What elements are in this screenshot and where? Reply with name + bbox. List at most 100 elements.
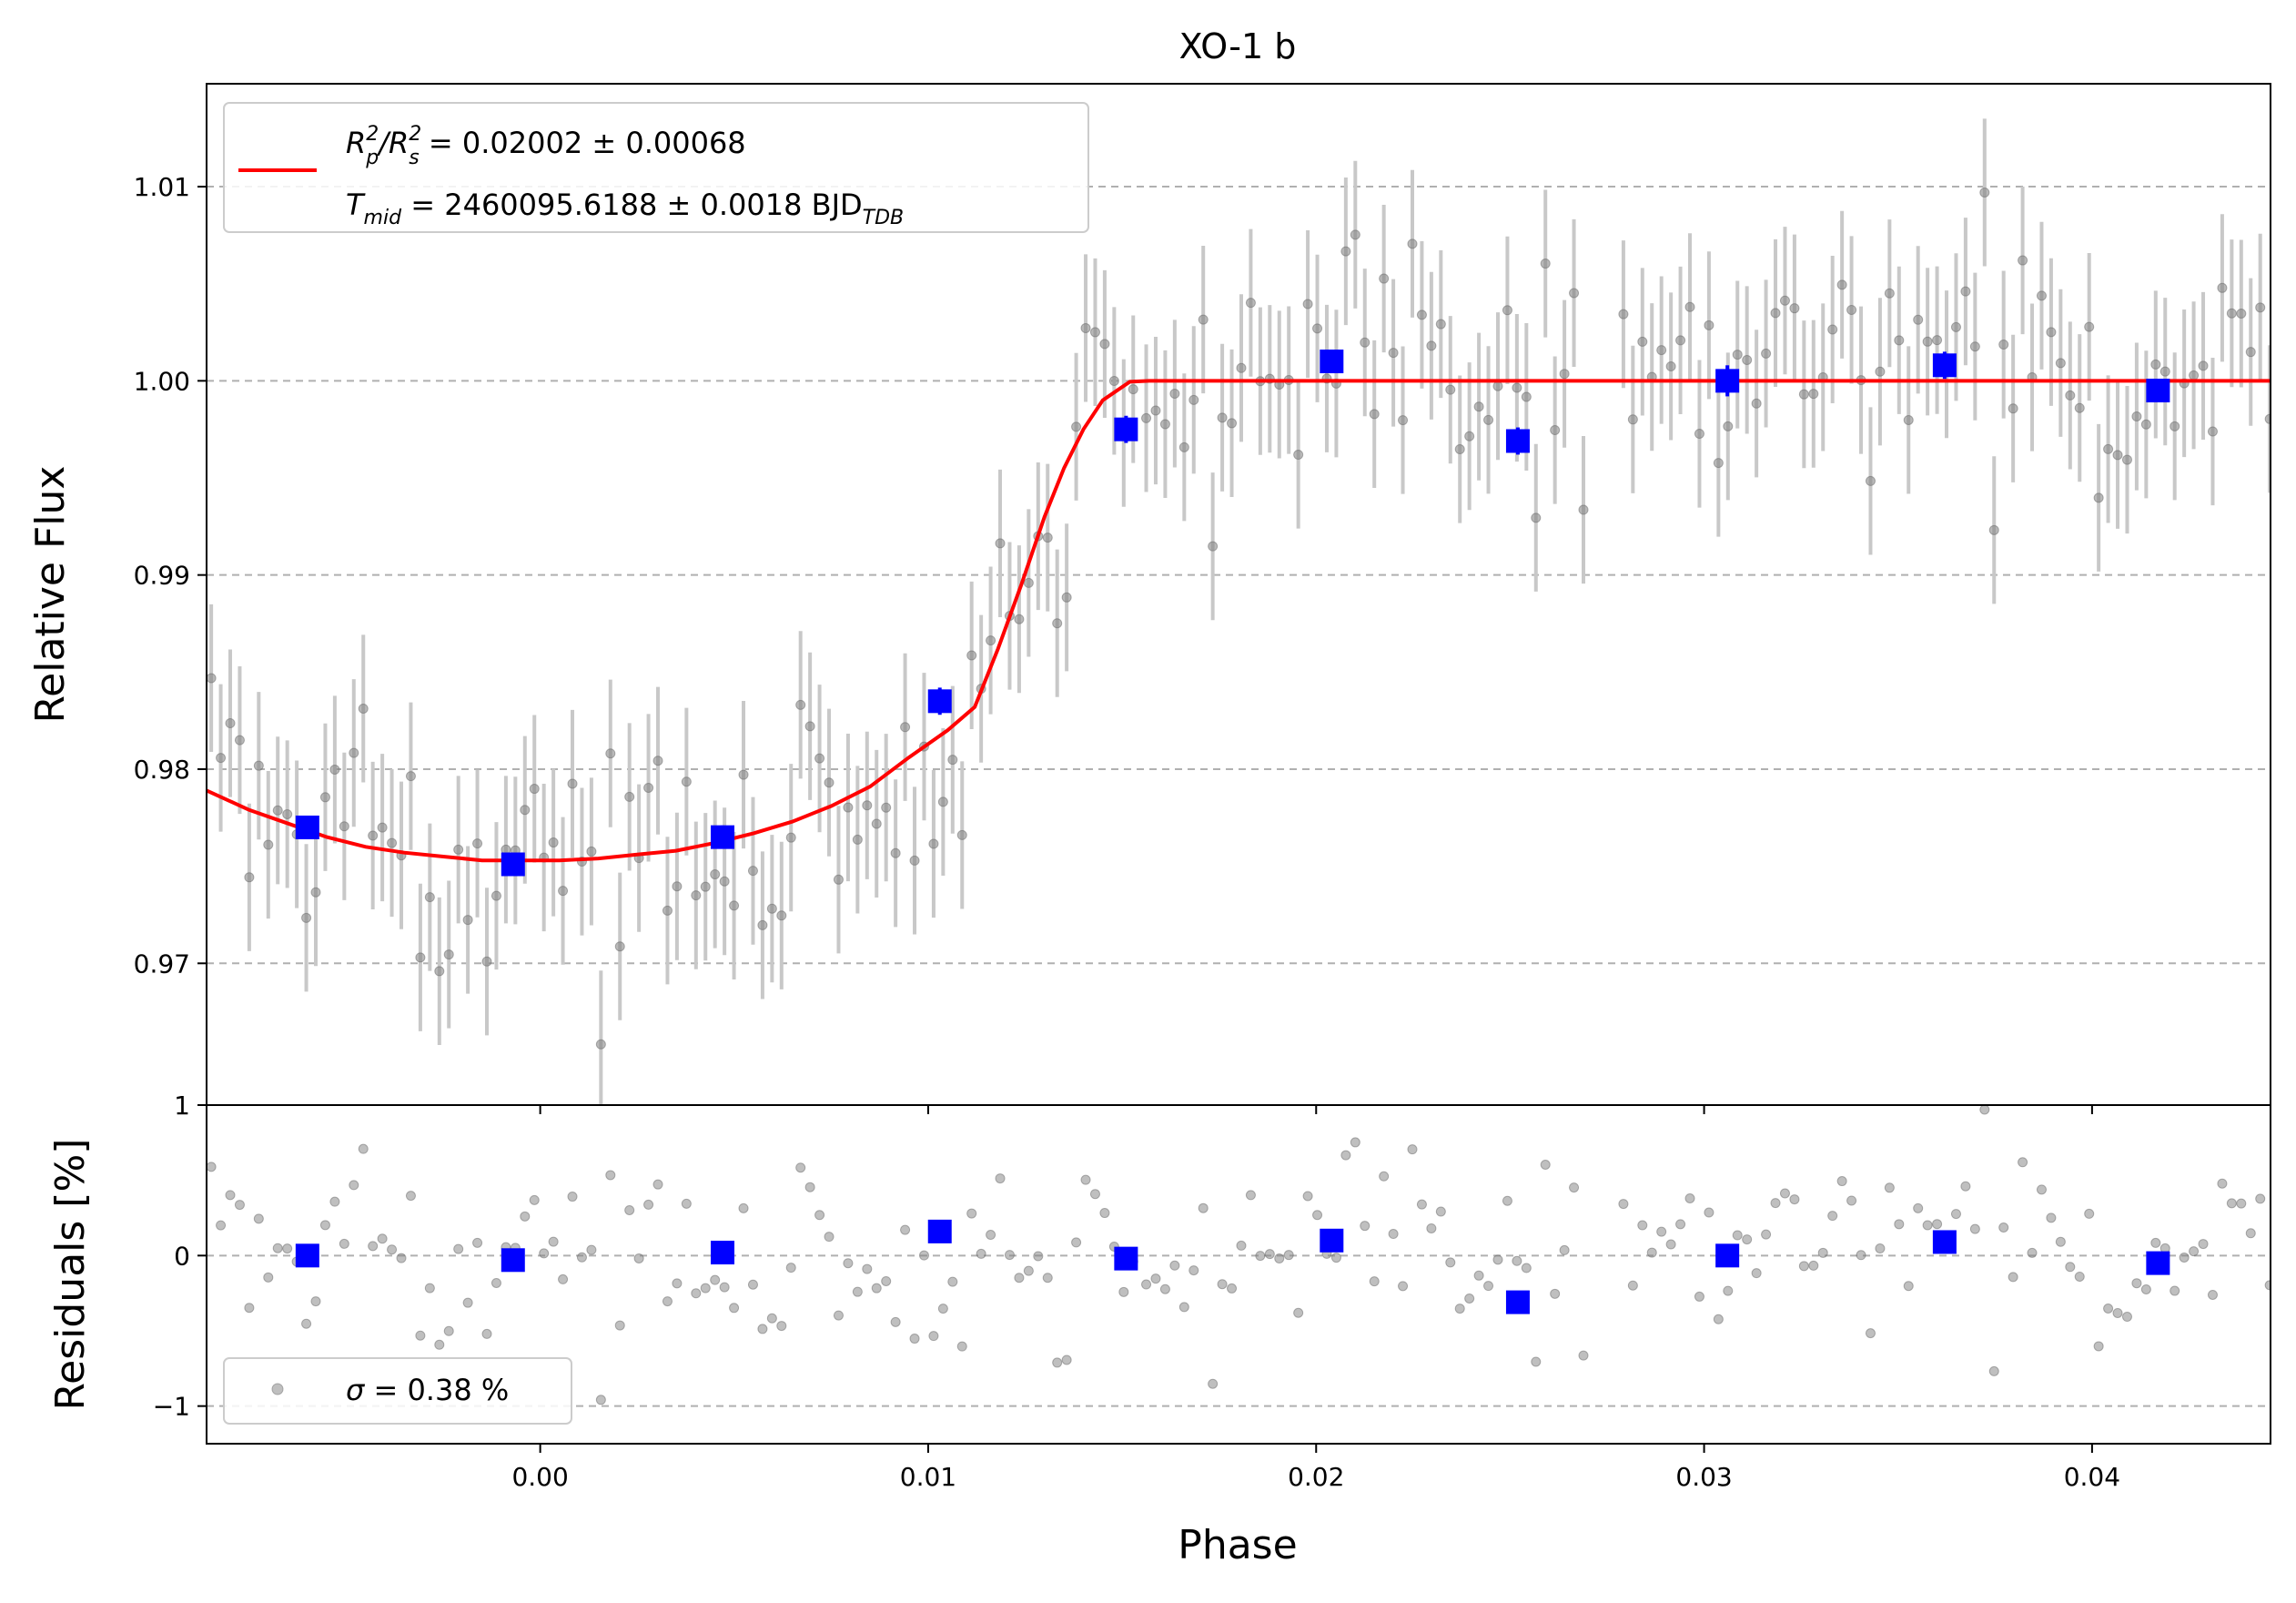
raw-point [909, 855, 920, 866]
residual-binned-point [1320, 1228, 1344, 1253]
residual-raw-point [852, 1286, 863, 1297]
residual-raw-point [405, 1191, 416, 1202]
residual-raw-point [1704, 1207, 1714, 1218]
residual-raw-point [1618, 1199, 1629, 1210]
main-y-ticks: 0.97 0.98 0.99 1.00 1.01 [134, 172, 2093, 1114]
raw-point [1808, 389, 1819, 400]
residual-raw-point [424, 1283, 435, 1294]
raw-point [2189, 370, 2200, 380]
residual-raw-point [1808, 1260, 1819, 1271]
raw-point [1913, 314, 1924, 325]
residual-raw-point [1998, 1222, 2009, 1233]
raw-point [1723, 421, 1734, 431]
raw-point [1950, 321, 1961, 332]
raw-point [1340, 246, 1351, 257]
raw-point [852, 834, 863, 845]
binned-point [1114, 417, 1138, 441]
residual-raw-point [2150, 1237, 2161, 1248]
residual-raw-point [349, 1180, 359, 1191]
raw-point [1398, 415, 1409, 426]
residual-raw-point [1960, 1181, 1971, 1192]
residual-raw-point [890, 1316, 901, 1327]
residual-raw-point [1454, 1304, 1465, 1314]
legend-raw-swatch [271, 1383, 284, 1395]
raw-point [1742, 354, 1753, 365]
main-y-tick-label: 0.98 [134, 755, 190, 785]
binned-point [711, 825, 734, 849]
residual-raw-point [1950, 1209, 1961, 1220]
raw-point [2074, 402, 2085, 413]
residual-binned-point [295, 1243, 319, 1268]
residual-raw-point [2027, 1247, 2038, 1258]
raw-point [529, 784, 540, 795]
residual-binned-point [1114, 1246, 1138, 1271]
legend-tmid-text: Tmid = 2460095.6188 ± 0.0018 BJDTDB [346, 188, 904, 229]
raw-point [1312, 323, 1323, 334]
residual-raw-point [2036, 1184, 2047, 1195]
residual-raw-point [681, 1198, 692, 1209]
legend-depth-text: R2 p/R2 s = 0.02002 ± 0.00068 [346, 123, 746, 169]
raw-point [2055, 358, 2066, 369]
raw-point [2008, 403, 2018, 414]
raw-point [1569, 288, 1580, 299]
raw-point [1089, 327, 1100, 338]
residual-raw-point [871, 1283, 882, 1294]
raw-point [2255, 302, 2266, 313]
residual-binned-point [1715, 1243, 1740, 1268]
binned-point [1505, 429, 1530, 453]
raw-point [956, 829, 967, 840]
residual-raw-point [453, 1243, 464, 1254]
raw-point [1637, 336, 1648, 347]
raw-point [1656, 345, 1667, 356]
raw-point [1071, 421, 1082, 432]
raw-point [1473, 401, 1484, 412]
raw-point [310, 887, 321, 898]
raw-point [804, 721, 815, 732]
residual-raw-point [909, 1334, 920, 1344]
legend-sigma-text: σ = 0.38 % [346, 1373, 509, 1407]
raw-point [719, 876, 730, 887]
raw-point [2159, 366, 2170, 377]
residual-raw-point [339, 1238, 349, 1249]
raw-point [700, 881, 711, 892]
residual-raw-point [1483, 1281, 1494, 1292]
residual-raw-point [1798, 1261, 1809, 1272]
residual-raw-point [2255, 1193, 2266, 1204]
residual-raw-point [234, 1200, 245, 1211]
main-legend: R2 p/R2 s = 0.02002 ± 0.00068 Tmid = 24600… [223, 102, 1089, 233]
raw-point [2121, 454, 2132, 465]
raw-point [415, 952, 426, 963]
residual-raw-point [396, 1253, 407, 1263]
residual-raw-point [1684, 1192, 1695, 1203]
residual-raw-point [1208, 1378, 1219, 1389]
raw-point [757, 919, 768, 930]
residual-raw-point [643, 1199, 654, 1210]
residual-raw-point [1540, 1159, 1551, 1170]
main-plot-frame [206, 83, 2271, 1106]
raw-point [272, 805, 283, 816]
raw-point [2245, 347, 2256, 358]
residual-raw-point [1723, 1285, 1734, 1296]
raw-point [824, 777, 834, 788]
residual-raw-points [207, 1105, 2271, 1405]
raw-point [1369, 409, 1380, 420]
raw-point [1502, 305, 1512, 316]
raw-point [1169, 388, 1180, 399]
raw-point [785, 832, 796, 843]
residual-raw-point [1502, 1195, 1512, 1206]
residual-raw-point [1751, 1268, 1762, 1279]
main-y-axis-label: Relative Flux [27, 466, 74, 724]
residual-y-tick-label: 0 [174, 1241, 190, 1271]
raw-point [1388, 348, 1399, 359]
residual-raw-point [776, 1321, 787, 1332]
residual-raw-point [1071, 1237, 1082, 1248]
residual-raw-point [225, 1190, 236, 1201]
residual-raw-point [567, 1192, 578, 1202]
residual-raw-point [2112, 1307, 2123, 1318]
main-y-tick-label: 1.01 [134, 172, 190, 202]
residual-raw-point [586, 1244, 597, 1255]
raw-point [1865, 475, 1876, 486]
residual-raw-point [2131, 1278, 2142, 1289]
residual-raw-point [272, 1243, 283, 1253]
residual-plot-frame [206, 1104, 2271, 1445]
